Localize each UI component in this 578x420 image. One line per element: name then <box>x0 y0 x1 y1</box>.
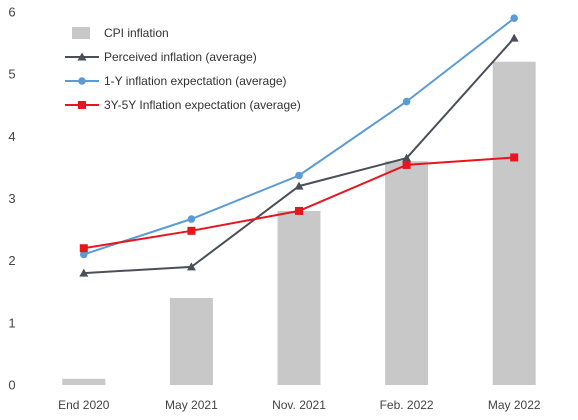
data-point <box>78 101 86 109</box>
legend-label: Perceived inflation (average) <box>104 50 257 64</box>
x-tick-label: End 2020 <box>58 398 110 412</box>
bar <box>277 210 321 385</box>
data-point <box>402 160 411 169</box>
x-tick-label: May 2021 <box>165 398 218 412</box>
data-point <box>186 262 196 271</box>
data-point <box>80 250 88 259</box>
data-point <box>510 153 519 162</box>
data-point <box>402 97 411 106</box>
data-point <box>402 153 412 162</box>
bar-series <box>62 61 536 385</box>
legend-label: 1-Y inflation expectation (average) <box>104 74 287 88</box>
y-tick-label: 3 <box>8 191 15 206</box>
data-point <box>187 226 196 235</box>
data-point <box>295 171 303 180</box>
data-point <box>79 244 88 253</box>
y-axis: 0 1 2 3 4 5 6 <box>8 5 15 393</box>
legend: CPI inflation Perceived inflation (averag… <box>65 26 301 112</box>
data-point <box>77 52 87 61</box>
bar <box>385 161 429 385</box>
data-point <box>510 14 518 23</box>
legend-label: CPI inflation <box>104 26 169 40</box>
y-tick-label: 4 <box>8 129 15 144</box>
data-point <box>78 77 86 85</box>
x-axis: End 2020 May 2021 Nov. 2021 Feb. 2022 May 20… <box>58 398 541 412</box>
data-point <box>79 268 89 277</box>
x-tick-label: May 2022 <box>488 398 541 412</box>
data-point <box>295 206 303 215</box>
x-tick-label: Feb. 2022 <box>380 398 434 412</box>
y-tick-label: 6 <box>8 5 15 20</box>
y-tick-label: 5 <box>8 67 15 82</box>
bar <box>492 61 536 385</box>
data-point <box>509 33 519 42</box>
line-series <box>79 14 519 277</box>
y-tick-label: 1 <box>8 315 15 330</box>
y-tick-label: 0 <box>8 378 15 393</box>
legend-swatch <box>72 27 90 39</box>
data-point <box>294 181 304 190</box>
x-tick-label: Nov. 2021 <box>272 398 326 412</box>
bar <box>62 378 106 385</box>
legend-label: 3Y-5Y Inflation expectation (average) <box>104 98 301 112</box>
bar <box>169 297 213 385</box>
y-tick-label: 2 <box>8 253 15 268</box>
data-point <box>187 215 196 223</box>
